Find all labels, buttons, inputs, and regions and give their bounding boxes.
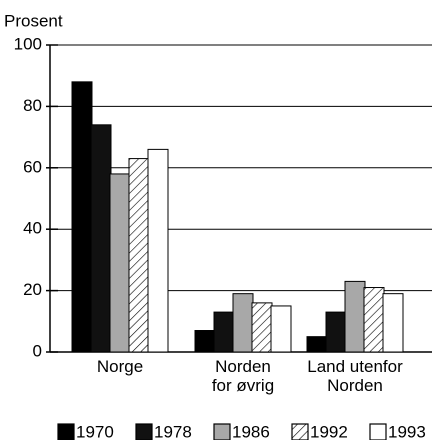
bar xyxy=(147,148,169,353)
bar xyxy=(306,336,328,353)
y-tick-label: 100 xyxy=(14,34,42,53)
bar xyxy=(382,293,404,353)
legend-swatch xyxy=(57,423,75,440)
bar xyxy=(109,173,131,353)
legend-label: 1993 xyxy=(388,422,426,440)
legend-swatch xyxy=(135,423,153,440)
legend-swatch xyxy=(291,423,309,440)
bar xyxy=(270,305,292,353)
bar xyxy=(90,124,112,353)
bar xyxy=(325,311,347,353)
bar xyxy=(344,280,366,353)
x-tick-label: Norden for øvrig xyxy=(211,357,275,395)
legend-label: 1992 xyxy=(310,422,348,440)
y-tick-label: 40 xyxy=(23,219,42,238)
bar xyxy=(194,330,216,353)
bar xyxy=(213,311,235,353)
y-tick-label: 80 xyxy=(23,96,42,115)
legend-swatch xyxy=(369,423,387,440)
bar xyxy=(71,81,93,353)
y-tick-label: 60 xyxy=(23,157,42,176)
legend-label: 1978 xyxy=(154,422,192,440)
legend-label: 1986 xyxy=(232,422,270,440)
legend-swatch xyxy=(213,423,231,440)
y-tick-label: 0 xyxy=(33,341,42,360)
bar xyxy=(251,302,273,353)
bar xyxy=(128,158,150,353)
bar xyxy=(232,293,254,353)
x-tick-label: Land utenfor Norden xyxy=(307,357,403,395)
y-tick-label: 20 xyxy=(23,280,42,299)
bar xyxy=(363,287,385,353)
x-tick-label: Norge xyxy=(96,357,144,376)
y-axis-label: Prosent xyxy=(4,11,63,30)
legend-label: 1970 xyxy=(76,422,114,440)
